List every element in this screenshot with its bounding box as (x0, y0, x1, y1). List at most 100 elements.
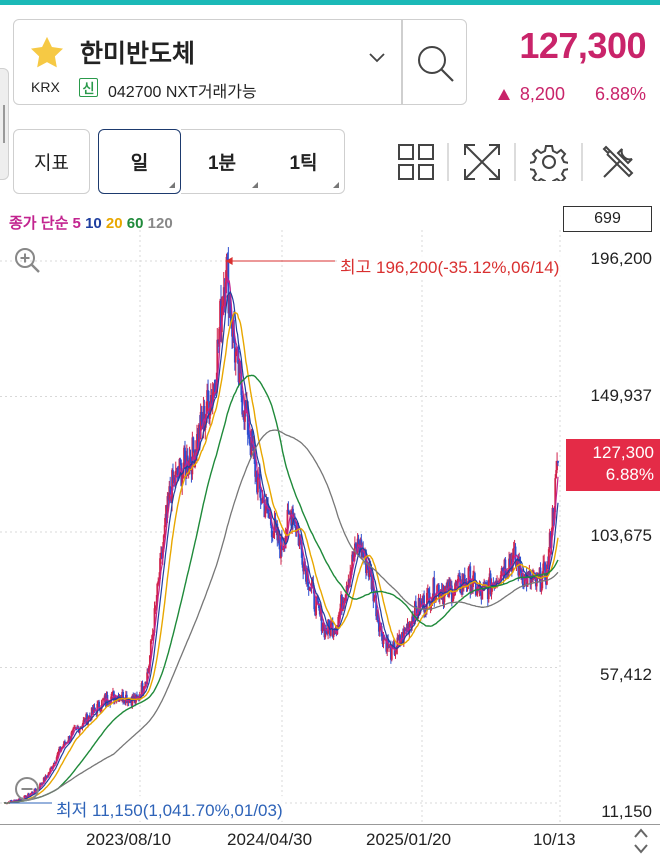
x-tick-label: 2025/01/20 (366, 830, 452, 849)
candle-body (254, 455, 257, 477)
candle-body (273, 518, 276, 533)
candle-body (422, 595, 425, 607)
candle-body (317, 597, 319, 604)
candle-body (457, 575, 460, 581)
candle-body (220, 300, 222, 333)
candle-body (510, 559, 512, 566)
candle-body (401, 632, 404, 644)
chevron-down-icon[interactable] (368, 52, 386, 64)
candle-body (61, 747, 64, 749)
candle-body (40, 783, 42, 785)
settings-gear-icon[interactable] (530, 143, 568, 181)
candle-body (171, 470, 173, 504)
candle-body (277, 530, 280, 541)
candle-body (468, 566, 471, 568)
candle-body (357, 538, 360, 544)
x-tick-label: 10/13 (533, 830, 576, 849)
candle-body (520, 568, 522, 578)
candle-body (73, 727, 76, 729)
tab-daily-label: 일 (130, 153, 149, 174)
candle-body (123, 700, 125, 702)
candle-body (512, 547, 515, 556)
tab-daily[interactable]: 일 (98, 129, 181, 194)
candle-body (24, 795, 27, 797)
candle-body (270, 525, 273, 538)
candle-body (530, 577, 533, 585)
candle-body (286, 509, 289, 533)
candle-body (518, 556, 521, 576)
candle-body (141, 683, 144, 693)
candle-body (217, 339, 220, 344)
candle-body (370, 571, 373, 590)
candle-body (351, 554, 353, 572)
search-icon[interactable] (414, 42, 456, 84)
candle-body (93, 707, 96, 710)
stock-search-box[interactable] (13, 19, 467, 105)
candle-body (284, 536, 287, 549)
tab-corner-icon (333, 182, 339, 188)
tab-1tick[interactable]: 1틱 (263, 129, 345, 194)
legend-ma20: 20 (105, 215, 123, 232)
candle-body (128, 698, 131, 704)
candle-body (542, 563, 545, 574)
tab-1min[interactable]: 1분 (181, 129, 263, 194)
candle-body (319, 609, 322, 615)
candle-body (399, 635, 402, 643)
candle-body (312, 582, 315, 589)
candle-body (250, 430, 253, 456)
candle-body (166, 496, 169, 518)
candle-body (365, 549, 367, 574)
candle-body (111, 691, 113, 697)
candle-body (372, 581, 375, 602)
candle-body (172, 470, 174, 483)
side-drawer-handle[interactable] (0, 68, 9, 180)
stock-name[interactable]: 한미반도체 (80, 40, 196, 68)
candle-body (56, 753, 59, 758)
ma-legend[interactable]: 종가 단순 5 10 20 60 120 (9, 212, 173, 233)
candle-body (501, 567, 504, 571)
indicator-button[interactable]: 지표 (13, 129, 90, 194)
candle-body (552, 507, 555, 521)
candle-body (158, 578, 161, 582)
favorite-star-icon[interactable] (28, 34, 66, 72)
candle-body (392, 643, 395, 648)
candle-body (323, 623, 326, 638)
moving-average-line (3, 374, 559, 804)
price-change-percent: 6.88% (594, 84, 646, 104)
tools-icon[interactable] (600, 143, 638, 181)
candle-body (547, 549, 550, 569)
candle-body (245, 401, 247, 413)
zoom-out-icon[interactable] (13, 775, 41, 803)
candle-body (427, 588, 430, 593)
candle-body (329, 623, 332, 636)
candle-body (326, 632, 329, 634)
candle-body (342, 600, 345, 604)
candle-body (329, 626, 331, 636)
candle-body (332, 631, 335, 637)
candle-body (249, 443, 252, 456)
candle-body (461, 579, 463, 593)
fullscreen-icon[interactable] (463, 143, 501, 181)
candle-body (456, 580, 459, 586)
zoom-in-icon[interactable] (13, 246, 41, 274)
layout-grid-icon[interactable] (397, 143, 435, 181)
candle-body (375, 595, 378, 617)
candle-body (425, 593, 428, 612)
candle-body (460, 592, 462, 594)
candle-body (92, 707, 95, 714)
candle-body (385, 639, 388, 652)
candle-body (225, 256, 228, 283)
candle-body (85, 714, 88, 724)
scroll-up-down-icon[interactable] (630, 826, 652, 856)
candle-body (527, 571, 530, 575)
candle-body (146, 672, 149, 685)
candle-body (484, 583, 486, 585)
candle-body (164, 513, 167, 526)
candle-body (206, 390, 209, 414)
candle-body (101, 699, 104, 701)
candle-body (151, 634, 154, 640)
candle-body (199, 411, 202, 440)
price-chart[interactable] (0, 230, 660, 824)
candle-body (465, 583, 468, 587)
candle-body (33, 788, 36, 793)
